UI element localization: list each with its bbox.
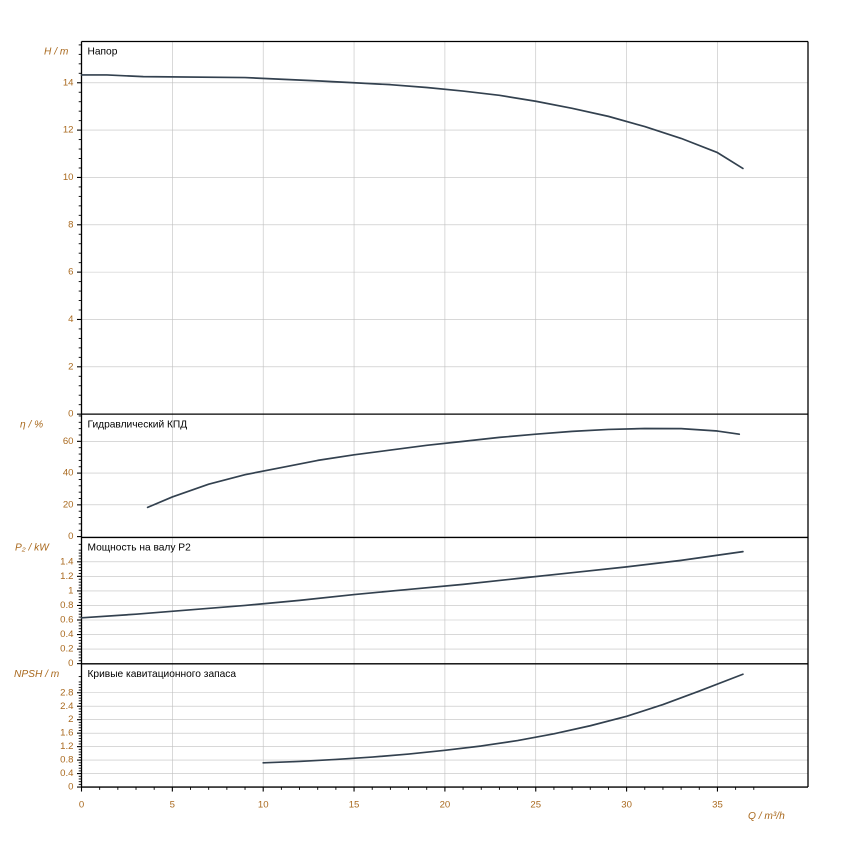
svg-text:2: 2 <box>68 714 73 725</box>
svg-text:4: 4 <box>68 314 74 325</box>
svg-text:20: 20 <box>63 499 74 510</box>
svg-text:14: 14 <box>63 77 74 88</box>
svg-text:Напор: Напор <box>88 47 118 58</box>
svg-text:20: 20 <box>440 800 451 811</box>
svg-text:0.8: 0.8 <box>60 600 73 611</box>
svg-text:1: 1 <box>68 585 73 596</box>
svg-text:0.4: 0.4 <box>60 768 74 779</box>
svg-text:25: 25 <box>530 800 541 811</box>
svg-text:0.2: 0.2 <box>60 644 73 655</box>
svg-text:Q / m³/h: Q / m³/h <box>748 811 785 822</box>
svg-text:Гидравлический КПД: Гидравлический КПД <box>88 419 188 430</box>
svg-text:2.4: 2.4 <box>60 701 74 712</box>
svg-text:Кривые кавитационного запаса: Кривые кавитационного запаса <box>88 669 237 680</box>
svg-text:NPSH / m: NPSH / m <box>14 669 60 680</box>
svg-text:35: 35 <box>712 800 723 811</box>
svg-text:6: 6 <box>68 267 73 278</box>
svg-text:η / %: η / % <box>20 419 43 430</box>
svg-text:0.6: 0.6 <box>60 615 73 626</box>
svg-text:8: 8 <box>68 219 73 230</box>
svg-text:1.6: 1.6 <box>60 728 73 739</box>
svg-text:0: 0 <box>68 409 73 420</box>
svg-text:0.8: 0.8 <box>60 755 73 766</box>
svg-text:5: 5 <box>170 800 175 811</box>
svg-text:10: 10 <box>63 172 74 183</box>
svg-text:1.2: 1.2 <box>60 571 73 582</box>
svg-text:0: 0 <box>68 658 73 669</box>
svg-text:1.2: 1.2 <box>60 741 73 752</box>
svg-text:60: 60 <box>63 436 74 447</box>
svg-text:40: 40 <box>63 468 74 479</box>
svg-text:0.4: 0.4 <box>60 629 74 640</box>
svg-text:12: 12 <box>63 125 74 136</box>
svg-text:0: 0 <box>68 531 73 542</box>
svg-text:P₂ / kW: P₂ / kW <box>15 543 50 554</box>
svg-text:30: 30 <box>621 800 632 811</box>
svg-text:Мощность на валу P2: Мощность на валу P2 <box>88 543 192 554</box>
svg-text:1.4: 1.4 <box>60 556 74 567</box>
svg-text:2: 2 <box>68 361 73 372</box>
svg-text:0: 0 <box>79 800 84 811</box>
svg-text:15: 15 <box>349 800 360 811</box>
svg-text:2.8: 2.8 <box>60 687 73 698</box>
svg-text:H / m: H / m <box>44 47 69 58</box>
svg-text:0: 0 <box>68 782 73 793</box>
svg-text:10: 10 <box>258 800 269 811</box>
